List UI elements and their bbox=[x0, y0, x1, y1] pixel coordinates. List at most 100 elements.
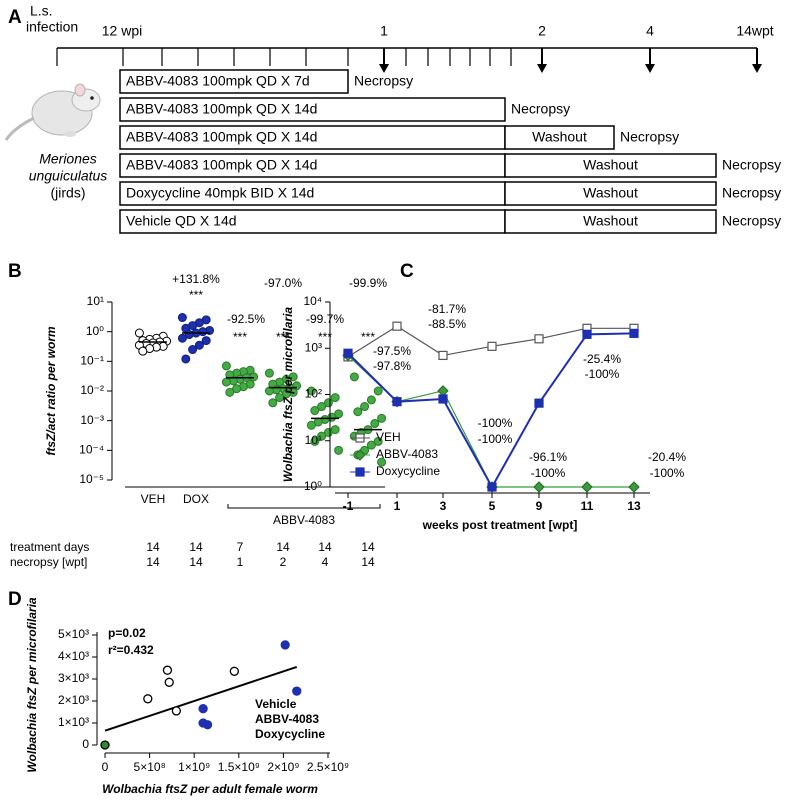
arrow-head bbox=[537, 64, 547, 73]
data-point bbox=[221, 361, 231, 371]
treatment-label: ABBV-4083 100mpk QD X 14d bbox=[126, 157, 317, 173]
marker bbox=[629, 328, 639, 338]
endpoint-label: Necropsy bbox=[722, 185, 781, 201]
data-point bbox=[306, 386, 316, 396]
x-tick-label: 13 bbox=[627, 499, 641, 513]
x-tick-label: 11 bbox=[581, 499, 594, 513]
x-tick-label: 3 bbox=[440, 499, 447, 513]
marker bbox=[438, 350, 448, 361]
data-point bbox=[310, 406, 320, 416]
marker bbox=[534, 334, 544, 344]
y-tick-label: 10⁰ bbox=[86, 324, 104, 338]
table-cell: 14 bbox=[361, 555, 375, 569]
change-label: -96.1% bbox=[529, 450, 567, 464]
y-tick-label: 10³ bbox=[305, 340, 322, 354]
legend-label: Doxycycline bbox=[376, 464, 440, 478]
table-cell: 14 bbox=[361, 540, 375, 554]
y-tick-label: 5×10³ bbox=[58, 627, 89, 641]
y-tick-label: 10⁻² bbox=[80, 383, 104, 397]
category-label: VEH bbox=[141, 492, 166, 506]
data-point bbox=[171, 706, 182, 716]
x-tick-label: 5 bbox=[489, 499, 496, 513]
x-tick-label: 2.5×10⁹ bbox=[307, 760, 349, 774]
x-tick-label: 1 bbox=[394, 499, 401, 513]
time-label: 2 bbox=[538, 23, 546, 39]
treatment-box bbox=[119, 97, 506, 122]
panel-letter: C bbox=[400, 261, 414, 282]
marker bbox=[534, 398, 544, 408]
data-point bbox=[306, 420, 316, 430]
y-tick-label: 10² bbox=[305, 387, 322, 401]
time-label: 1 bbox=[380, 23, 388, 39]
data-point bbox=[366, 395, 376, 405]
jird-illustration bbox=[4, 83, 101, 141]
y-tick-label: 0 bbox=[82, 737, 89, 751]
y-tick-label: 10¹ bbox=[305, 433, 322, 447]
arrow-head bbox=[645, 64, 655, 73]
y-tick-label: 1×10³ bbox=[58, 715, 89, 729]
table-cell: 14 bbox=[189, 555, 203, 569]
washout-label: Washout bbox=[532, 129, 587, 145]
washout-box bbox=[504, 209, 717, 234]
marker bbox=[487, 482, 497, 492]
change-label: -97.8% bbox=[373, 359, 411, 373]
data-point bbox=[138, 346, 148, 356]
marker bbox=[438, 394, 448, 404]
significance-label: *** bbox=[276, 330, 290, 344]
treatment-label: Doxycycline 40mpk BID X 14d bbox=[126, 185, 314, 201]
data-point bbox=[143, 694, 153, 704]
table-row-label: treatment days bbox=[10, 540, 89, 554]
x-tick-label: -1 bbox=[343, 499, 354, 513]
change-label: -25.4% bbox=[583, 352, 621, 366]
y-tick-label: 2×10³ bbox=[58, 693, 89, 707]
marker bbox=[487, 341, 497, 351]
legend-label: VEH bbox=[376, 430, 401, 444]
marker bbox=[343, 348, 353, 358]
tail bbox=[4, 116, 35, 141]
time-label: 4 bbox=[646, 23, 654, 39]
stat-label: p=0.02 bbox=[108, 626, 146, 640]
data-point bbox=[177, 313, 187, 323]
washout-label: Washout bbox=[583, 213, 638, 229]
x-tick-label: 0 bbox=[102, 760, 109, 774]
x-tick-label: 1×10⁹ bbox=[178, 760, 210, 774]
washout-box bbox=[504, 125, 615, 150]
y-tick-label: 10⁻⁵ bbox=[79, 472, 104, 486]
data-point bbox=[181, 354, 191, 364]
table-cell: 14 bbox=[318, 540, 332, 554]
change-label: -100% bbox=[478, 416, 513, 430]
washout-label: Washout bbox=[583, 185, 638, 201]
change-label: -100% bbox=[531, 466, 566, 480]
significance-label: *** bbox=[233, 330, 247, 344]
data-point bbox=[370, 419, 380, 429]
endpoint-label: Necropsy bbox=[511, 101, 570, 117]
significance-label: *** bbox=[318, 330, 332, 344]
legend-label: ABBV-4083 bbox=[376, 447, 438, 461]
data-point bbox=[334, 445, 344, 455]
treatment-box bbox=[119, 69, 349, 94]
data-point bbox=[188, 345, 198, 355]
species-label: Meriones bbox=[39, 151, 97, 167]
eye bbox=[90, 96, 94, 100]
table-cell: 2 bbox=[280, 555, 287, 569]
data-point bbox=[366, 440, 376, 450]
data-point bbox=[134, 328, 144, 338]
regression-line bbox=[104, 665, 298, 732]
data-point bbox=[373, 386, 383, 396]
table-row-label: necropsy [wpt] bbox=[10, 555, 87, 569]
x-axis-title: weeks post treatment [wpt] bbox=[422, 518, 578, 532]
change-label: -100% bbox=[585, 367, 620, 381]
y-axis-title: ftsZ/act ratio per worm bbox=[44, 326, 58, 456]
table-cell: 1 bbox=[237, 555, 244, 569]
arrow-head bbox=[752, 64, 762, 73]
data-point bbox=[317, 402, 327, 412]
marker bbox=[533, 481, 545, 493]
category-label: DOX bbox=[183, 492, 209, 506]
data-point bbox=[292, 686, 302, 696]
data-point bbox=[164, 677, 174, 687]
table-cell: 14 bbox=[146, 540, 160, 554]
significance-label: *** bbox=[361, 330, 375, 344]
marker bbox=[392, 397, 402, 407]
change-label: -99.9% bbox=[349, 276, 387, 290]
y-tick-label: 10⁻¹ bbox=[80, 354, 104, 368]
